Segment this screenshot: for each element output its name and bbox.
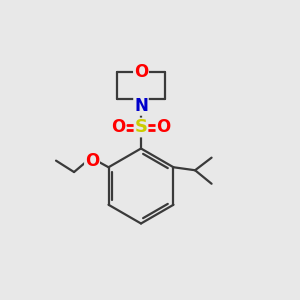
Text: O: O [156,118,171,136]
Text: O: O [85,152,99,170]
Text: S: S [134,118,148,136]
Text: N: N [134,97,148,115]
Text: O: O [134,63,148,81]
Text: O: O [111,118,126,136]
